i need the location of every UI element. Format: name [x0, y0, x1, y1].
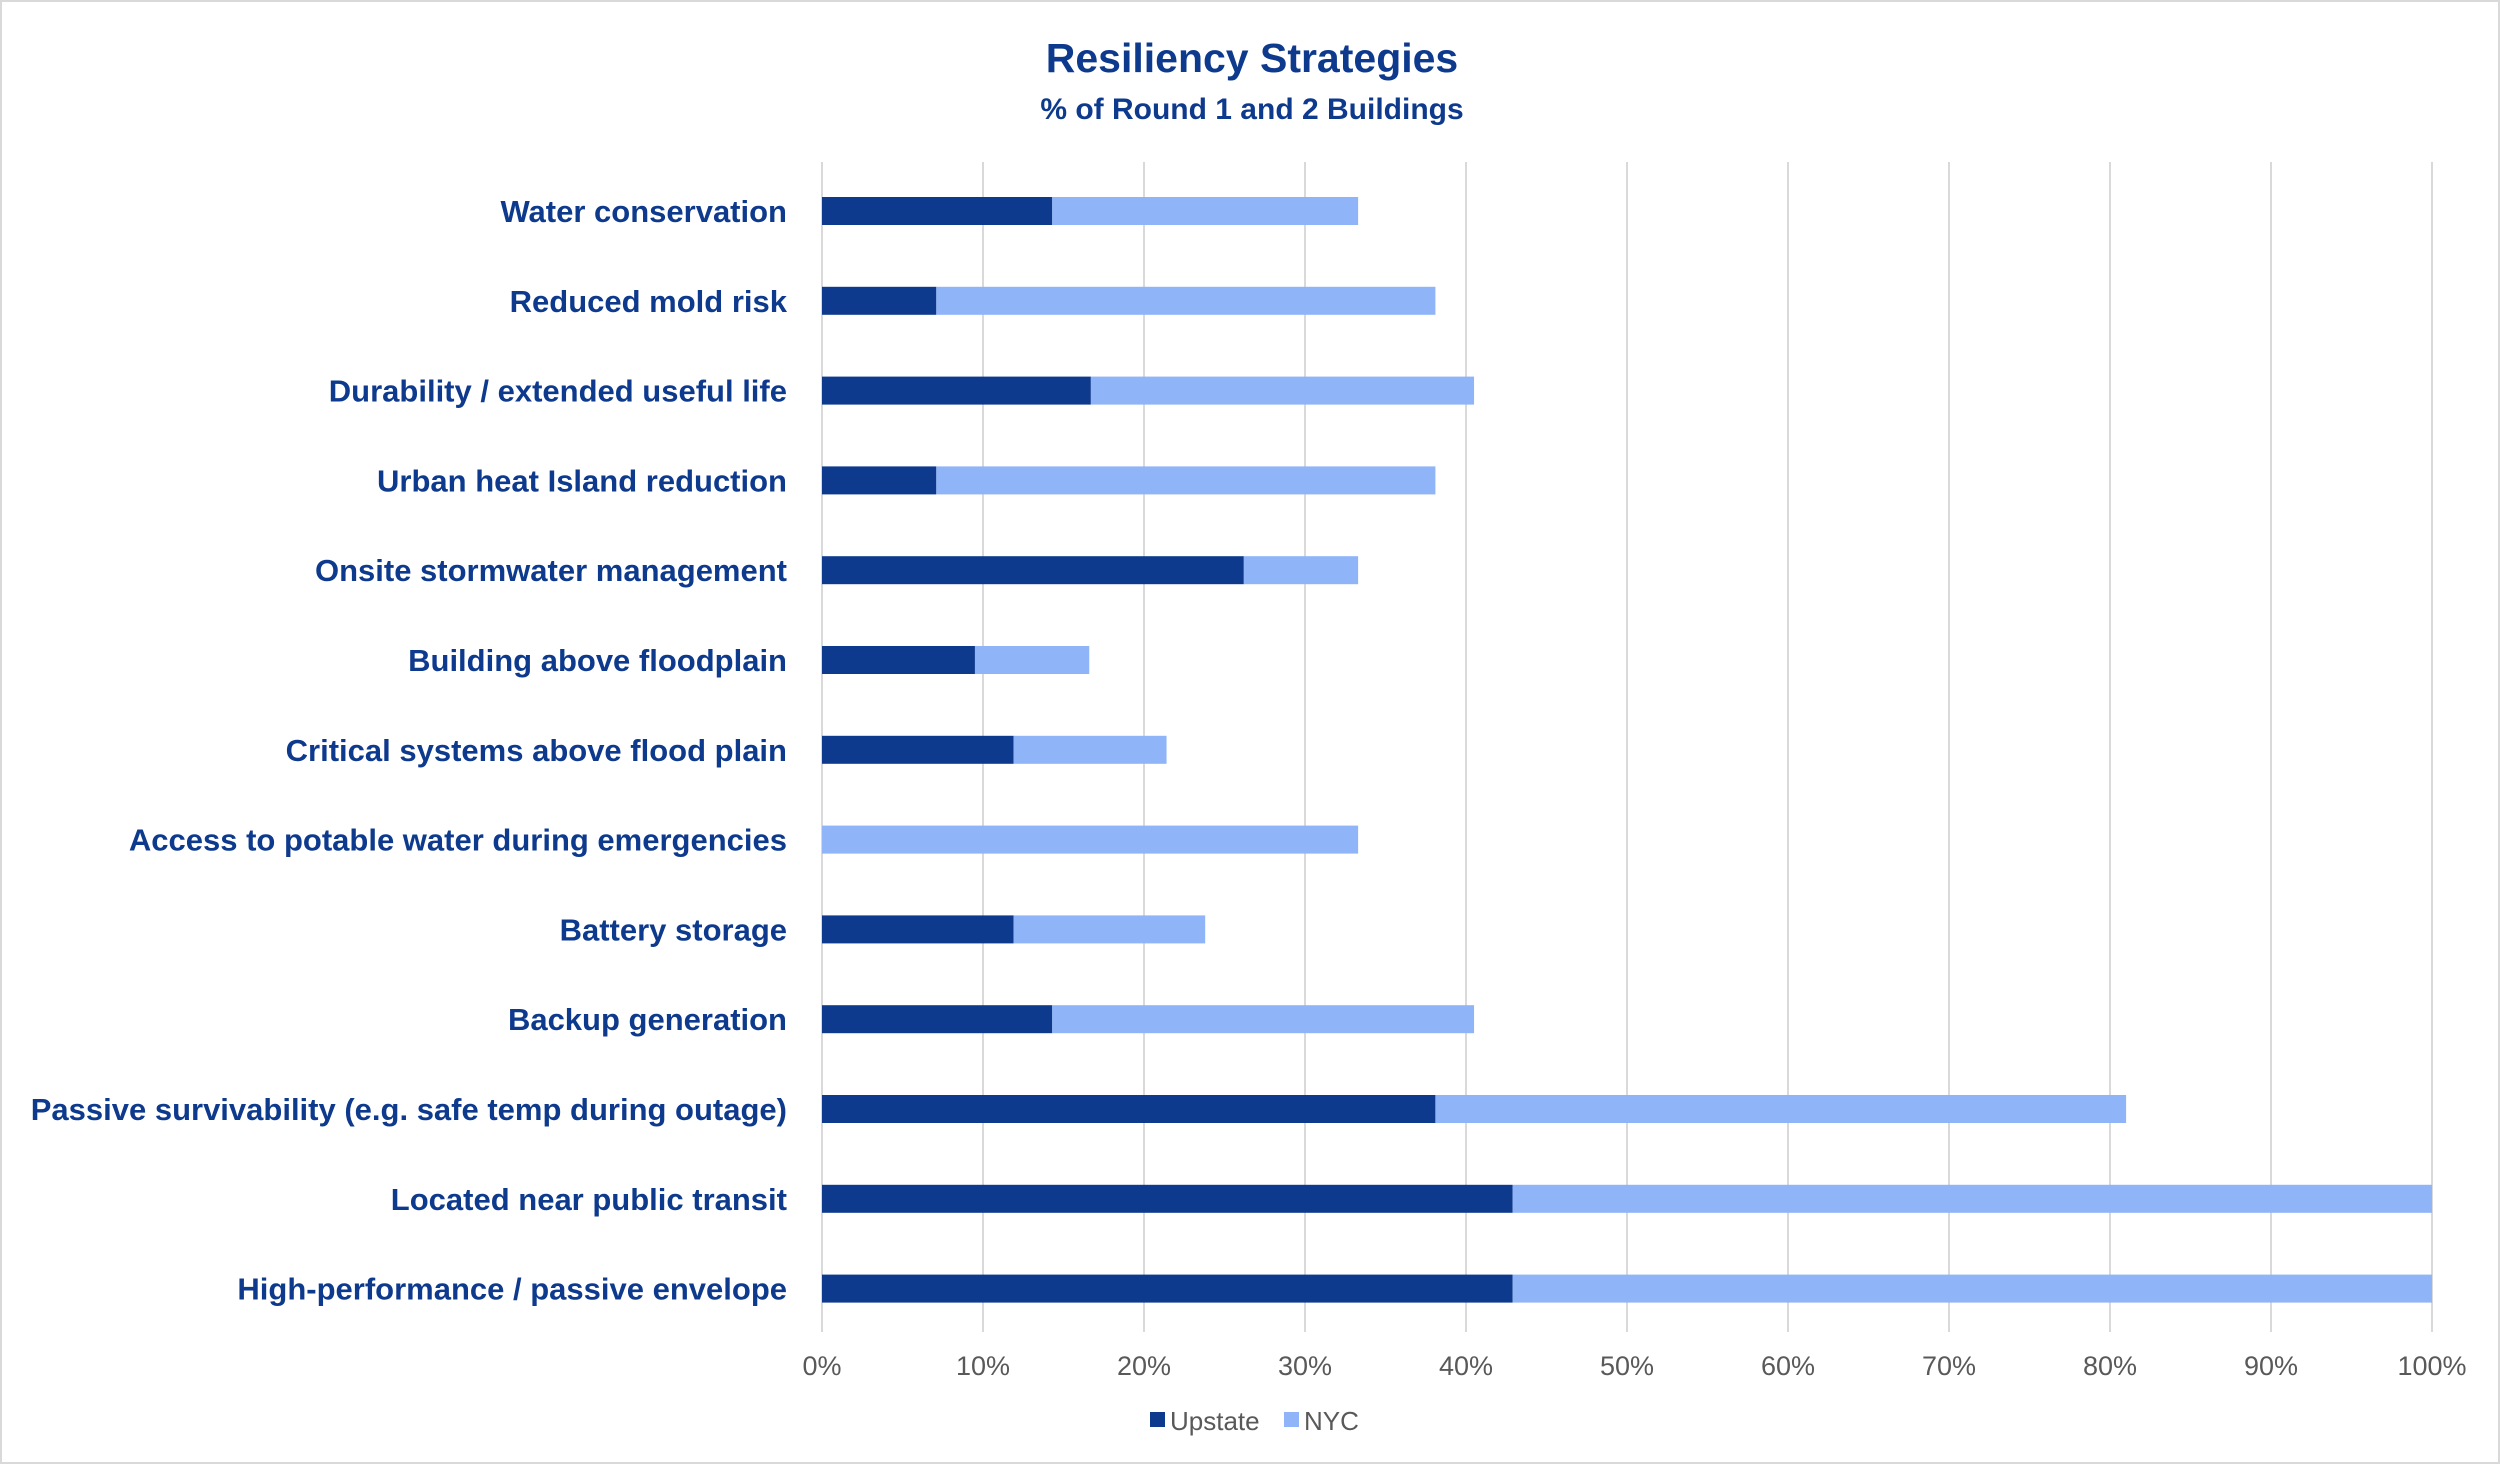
- category-labels: Water conservation Reduced mold risk Durab…: [31, 194, 788, 1307]
- x-tick-label: 80%: [2083, 1351, 2137, 1381]
- bar-upstate: [822, 915, 1014, 944]
- x-tick-label: 30%: [1278, 1351, 1332, 1381]
- category-label: Building above floodplain: [408, 643, 787, 678]
- bar-nyc: [936, 286, 1436, 315]
- bar-nyc: [1052, 1005, 1475, 1034]
- gridlines: [821, 162, 2433, 1332]
- bar-nyc: [974, 646, 1090, 674]
- legend-swatch-upstate: [1150, 1412, 1165, 1427]
- category-label: Backup generation: [508, 1002, 787, 1037]
- bar-nyc: [1512, 1184, 2432, 1213]
- legend-swatch-nyc: [1284, 1412, 1299, 1427]
- bar-upstate: [822, 466, 937, 495]
- bar-nyc: [822, 825, 1359, 854]
- chart-subtitle: % of Round 1 and 2 Buildings: [1040, 93, 1463, 126]
- category-label: Access to potable water during emergenci…: [129, 823, 787, 858]
- category-label: Onsite stormwater management: [315, 553, 787, 588]
- legend-label-nyc: NYC: [1304, 1406, 1359, 1436]
- bar-upstate: [822, 735, 1014, 764]
- x-tick-label: 40%: [1439, 1351, 1493, 1381]
- x-tick-label: 90%: [2244, 1351, 2298, 1381]
- x-tick-label: 60%: [1761, 1351, 1815, 1381]
- category-label: Located near public transit: [391, 1182, 787, 1217]
- x-tick-label: 100%: [2397, 1351, 2466, 1381]
- category-label: High-performance / passive envelope: [237, 1272, 787, 1307]
- bar-upstate: [822, 1274, 1513, 1303]
- category-label: Passive survivability (e.g. safe temp du…: [31, 1092, 787, 1127]
- legend: Upstate NYC: [1150, 1406, 1359, 1436]
- chart-title: Resiliency Strategies: [1046, 35, 1458, 81]
- bar-nyc: [1052, 197, 1359, 225]
- bar-upstate: [822, 556, 1244, 585]
- legend-label-upstate: Upstate: [1170, 1406, 1260, 1436]
- x-tick-labels: 0% 10% 20% 30% 40% 50% 60% 70% 80% 90% 100%: [802, 1351, 2466, 1381]
- category-label: Water conservation: [500, 194, 787, 229]
- bar-nyc: [936, 466, 1436, 495]
- bar-upstate: [822, 286, 937, 315]
- x-tick-label: 0%: [802, 1351, 841, 1381]
- bar-upstate: [822, 376, 1091, 405]
- bar-nyc: [1512, 1274, 2432, 1303]
- bar-upstate: [822, 1095, 1436, 1123]
- category-label: Battery storage: [560, 912, 787, 947]
- bar-upstate: [822, 646, 975, 674]
- category-label: Durability / extended useful life: [329, 374, 787, 409]
- bar-upstate: [822, 1184, 1513, 1213]
- bar-upstate: [822, 197, 1053, 225]
- bar-nyc: [1013, 915, 1206, 944]
- category-label: Urban heat Island reduction: [377, 463, 787, 498]
- x-tick-label: 10%: [956, 1351, 1010, 1381]
- category-label: Critical systems above flood plain: [286, 733, 787, 768]
- category-label: Reduced mold risk: [510, 284, 788, 319]
- x-tick-label: 70%: [1922, 1351, 1976, 1381]
- bar-nyc: [1090, 376, 1475, 405]
- bars: [822, 197, 2432, 1303]
- bar-nyc: [1013, 735, 1167, 764]
- bar-nyc: [1435, 1095, 2127, 1123]
- bar-upstate: [822, 1005, 1053, 1034]
- x-tick-label: 20%: [1117, 1351, 1171, 1381]
- bar-nyc: [1243, 556, 1359, 585]
- x-tick-label: 50%: [1600, 1351, 1654, 1381]
